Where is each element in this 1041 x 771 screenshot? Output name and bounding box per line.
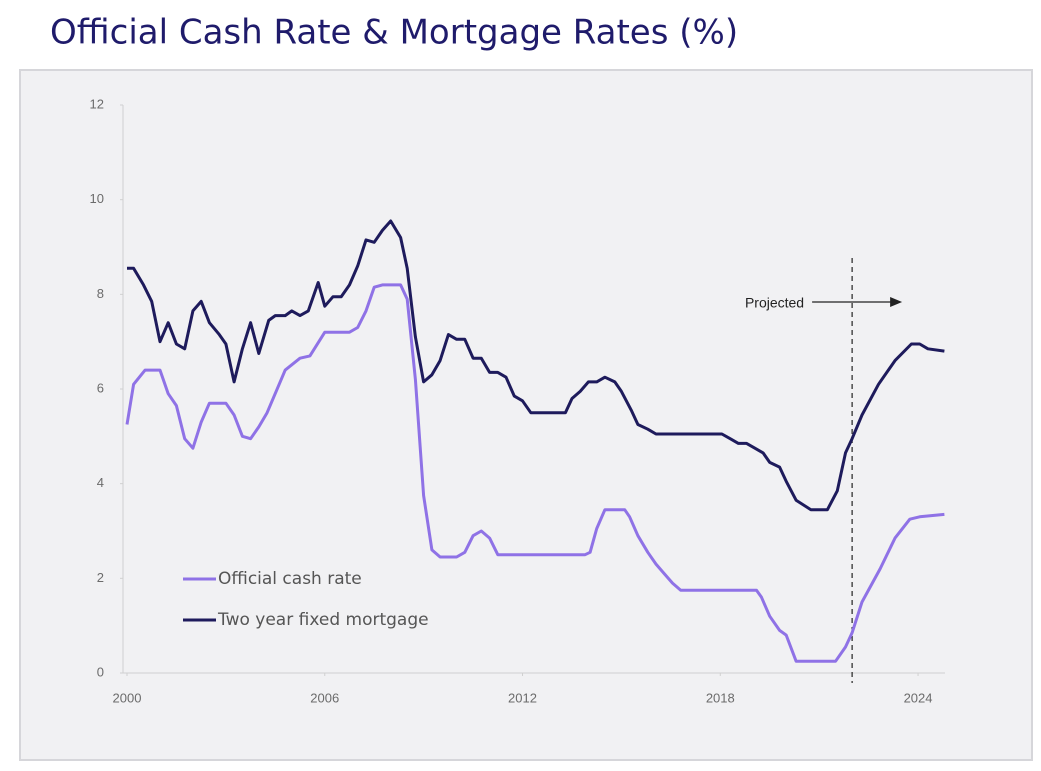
y-tick-label: 0: [97, 664, 104, 679]
annotation: Projected: [745, 295, 804, 311]
x-tick-label: 2024: [904, 690, 933, 705]
series-line: [125, 283, 945, 663]
x-tick-label: 2018: [706, 690, 735, 705]
x-tick-label: 2012: [508, 690, 537, 705]
annotation-arrowhead: [890, 297, 903, 307]
legend-label: Official cash rate: [218, 569, 362, 589]
y-tick-label: 6: [97, 380, 104, 395]
x-tick-label: 2006: [310, 690, 339, 705]
chart-panel: [19, 69, 1033, 761]
x-tick-label: 2000: [113, 690, 142, 705]
y-tick-label: 10: [90, 191, 104, 206]
series-line: [127, 219, 945, 512]
legend-label: Two year fixed mortgage: [217, 610, 429, 630]
y-tick-label: 12: [90, 96, 104, 111]
y-tick-label: 8: [97, 286, 104, 301]
y-tick-label: 4: [97, 475, 104, 490]
chart-title: Official Cash Rate & Mortgage Rates (%): [50, 13, 738, 53]
y-tick-label: 2: [97, 570, 104, 585]
